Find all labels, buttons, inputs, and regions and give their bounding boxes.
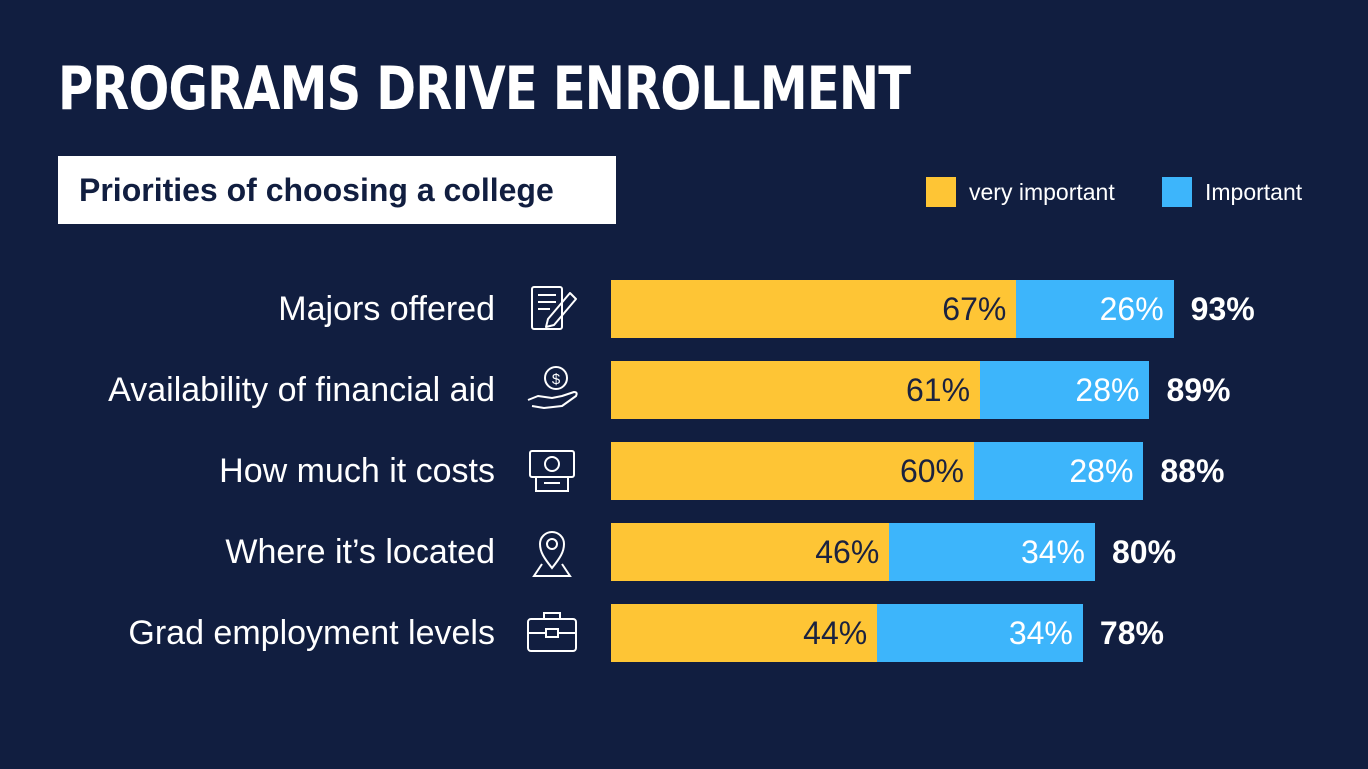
bar-segment-very-important: 60% (611, 442, 974, 500)
bar-segment-very-important: 67% (611, 280, 1017, 338)
bar-segment-important: 34% (889, 523, 1095, 581)
location-pin-icon (522, 522, 582, 582)
data-label: 46% (815, 534, 880, 570)
data-label: 67% (942, 291, 1007, 327)
legend-label-very-important: very important (969, 179, 1115, 205)
bar-segment-important: 26% (1016, 280, 1174, 338)
total-label: 89% (1166, 372, 1231, 408)
bar-segment-important: 34% (877, 604, 1083, 662)
data-label: 44% (803, 615, 868, 651)
legend-item-important: Important (1162, 177, 1302, 207)
legend-swatch-important (1162, 177, 1192, 207)
svg-text:$: $ (552, 371, 561, 388)
stacked-bar: 46% 34% (611, 523, 1095, 581)
category-label: Grad employment levels (128, 614, 495, 652)
data-label: 28% (1069, 453, 1134, 489)
total-label: 80% (1112, 534, 1177, 570)
page-title: PROGRAMS DRIVE ENROLLMENT (58, 54, 911, 124)
data-label: 34% (1008, 615, 1073, 651)
data-label: 60% (899, 453, 964, 489)
stacked-bar: 67% 26% (611, 280, 1174, 338)
bar-segment-very-important: 46% (611, 523, 890, 581)
category-label: Where it’s located (225, 533, 495, 571)
bar-segment-very-important: 61% (611, 361, 981, 419)
cash-icon (522, 441, 582, 501)
bar-segment-very-important: 44% (611, 604, 878, 662)
bar-segment-important: 28% (974, 442, 1144, 500)
stacked-bar: 61% 28% (611, 361, 1150, 419)
bar-segment-important: 28% (980, 361, 1150, 419)
data-label: 28% (1075, 372, 1140, 408)
data-label: 26% (1099, 291, 1164, 327)
legend-swatch-very-important (926, 177, 956, 207)
legend-item-very-important: very important (926, 177, 1115, 207)
category-label: Majors offered (278, 290, 495, 328)
data-label: 34% (1020, 534, 1085, 570)
category-label: How much it costs (219, 452, 495, 490)
legend-label-important: Important (1205, 179, 1303, 205)
data-label: 61% (906, 372, 971, 408)
hand-dollar-icon: $ (522, 360, 582, 420)
category-label: Availability of financial aid (108, 371, 495, 409)
document-pencil-icon (522, 279, 582, 339)
stacked-bar: 60% 28% (611, 442, 1144, 500)
briefcase-icon (522, 603, 582, 663)
chart-subtitle: Priorities of choosing a college (58, 156, 616, 224)
total-label: 78% (1099, 615, 1164, 651)
stacked-bar: 44% 34% (611, 604, 1083, 662)
total-label: 93% (1190, 291, 1255, 327)
total-label: 88% (1160, 453, 1225, 489)
